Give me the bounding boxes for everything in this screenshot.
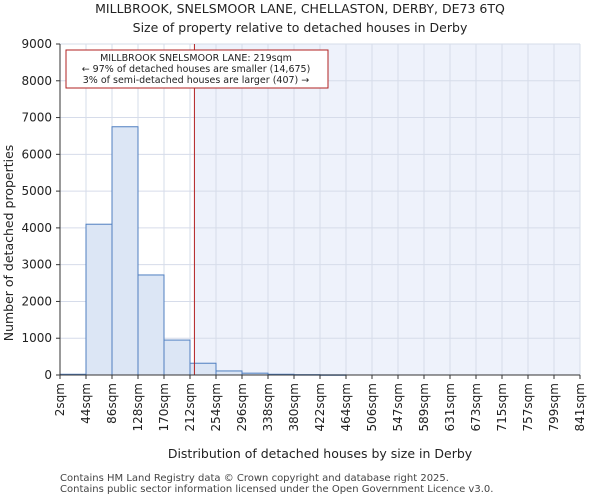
y-tick-label: 9000 bbox=[21, 37, 52, 51]
annotation-line-2: ← 97% of detached houses are smaller (14… bbox=[82, 64, 311, 75]
annotation-box-border bbox=[65, 49, 329, 89]
x-axis-label: Distribution of detached houses by size … bbox=[168, 446, 473, 461]
x-tick-label: 757sqm bbox=[521, 383, 535, 431]
histogram-bar bbox=[163, 339, 191, 376]
x-tick-label: 338sqm bbox=[261, 383, 275, 431]
x-tick-label: 464sqm bbox=[339, 383, 353, 431]
x-tick-label: 547sqm bbox=[391, 383, 405, 431]
y-tick-label: 6000 bbox=[21, 147, 52, 161]
histogram-bar bbox=[137, 274, 165, 376]
annotation-line-1: MILLBROOK SNELSMOOR LANE: 219sqm bbox=[100, 53, 292, 64]
x-tick-label: 841sqm bbox=[573, 383, 587, 431]
chart-title: MILLBROOK, SNELSMOOR LANE, CHELLASTON, D… bbox=[95, 1, 505, 16]
histogram-bar bbox=[189, 362, 217, 376]
x-tick-label: 506sqm bbox=[365, 383, 379, 431]
histogram-bar bbox=[85, 223, 113, 376]
x-tick-label: 673sqm bbox=[469, 383, 483, 431]
x-tick-label: 128sqm bbox=[131, 383, 145, 431]
annotation-box: MILLBROOK SNELSMOOR LANE: 219sqm ← 97% o… bbox=[65, 49, 329, 89]
histogram-bar bbox=[111, 126, 139, 376]
chart-subtitle: Size of property relative to detached ho… bbox=[133, 20, 468, 35]
x-tick-label: 254sqm bbox=[209, 383, 223, 431]
x-tick-label: 380sqm bbox=[287, 383, 301, 431]
x-tick-label: 422sqm bbox=[313, 383, 327, 431]
x-tick-label: 799sqm bbox=[547, 383, 561, 431]
x-tick-label: 44sqm bbox=[79, 383, 93, 424]
footer-line-1: Contains HM Land Registry data © Crown c… bbox=[60, 473, 449, 484]
x-tick-label: 589sqm bbox=[417, 383, 431, 431]
x-tick-label: 2sqm bbox=[53, 383, 67, 416]
y-tick-label: 3000 bbox=[21, 258, 52, 272]
y-tick-label: 0 bbox=[44, 368, 52, 382]
x-tick-label: 296sqm bbox=[235, 383, 249, 431]
x-tick-label: 212sqm bbox=[183, 383, 197, 431]
footer-line-2: Contains public sector information licen… bbox=[60, 484, 494, 495]
y-tick-label: 5000 bbox=[21, 184, 52, 198]
highlight-region bbox=[194, 44, 581, 375]
histogram-bar bbox=[215, 370, 243, 376]
y-axis-label: Number of detached properties bbox=[1, 145, 16, 342]
y-tick-label: 1000 bbox=[21, 331, 52, 345]
x-tick-label: 715sqm bbox=[495, 383, 509, 431]
y-tick-label: 2000 bbox=[21, 294, 52, 308]
y-tick-label: 8000 bbox=[21, 74, 52, 88]
y-tick-labels: 0 1000 2000 3000 4000 5000 6000 7000 8000 9000 bbox=[21, 37, 60, 382]
y-tick-label: 4000 bbox=[21, 221, 52, 235]
x-tick-labels: 2sqm 44sqm 86sqm 128sqm 170sqm 212sqm 254sqm 29… bbox=[53, 375, 587, 431]
x-tick-label: 631sqm bbox=[443, 383, 457, 431]
x-tick-label: 170sqm bbox=[157, 383, 171, 431]
annotation-line-3: 3% of semi-detached houses are larger (4… bbox=[83, 75, 310, 86]
y-tick-label: 7000 bbox=[21, 111, 52, 125]
bars bbox=[59, 126, 347, 376]
x-tick-label: 86sqm bbox=[105, 383, 119, 424]
